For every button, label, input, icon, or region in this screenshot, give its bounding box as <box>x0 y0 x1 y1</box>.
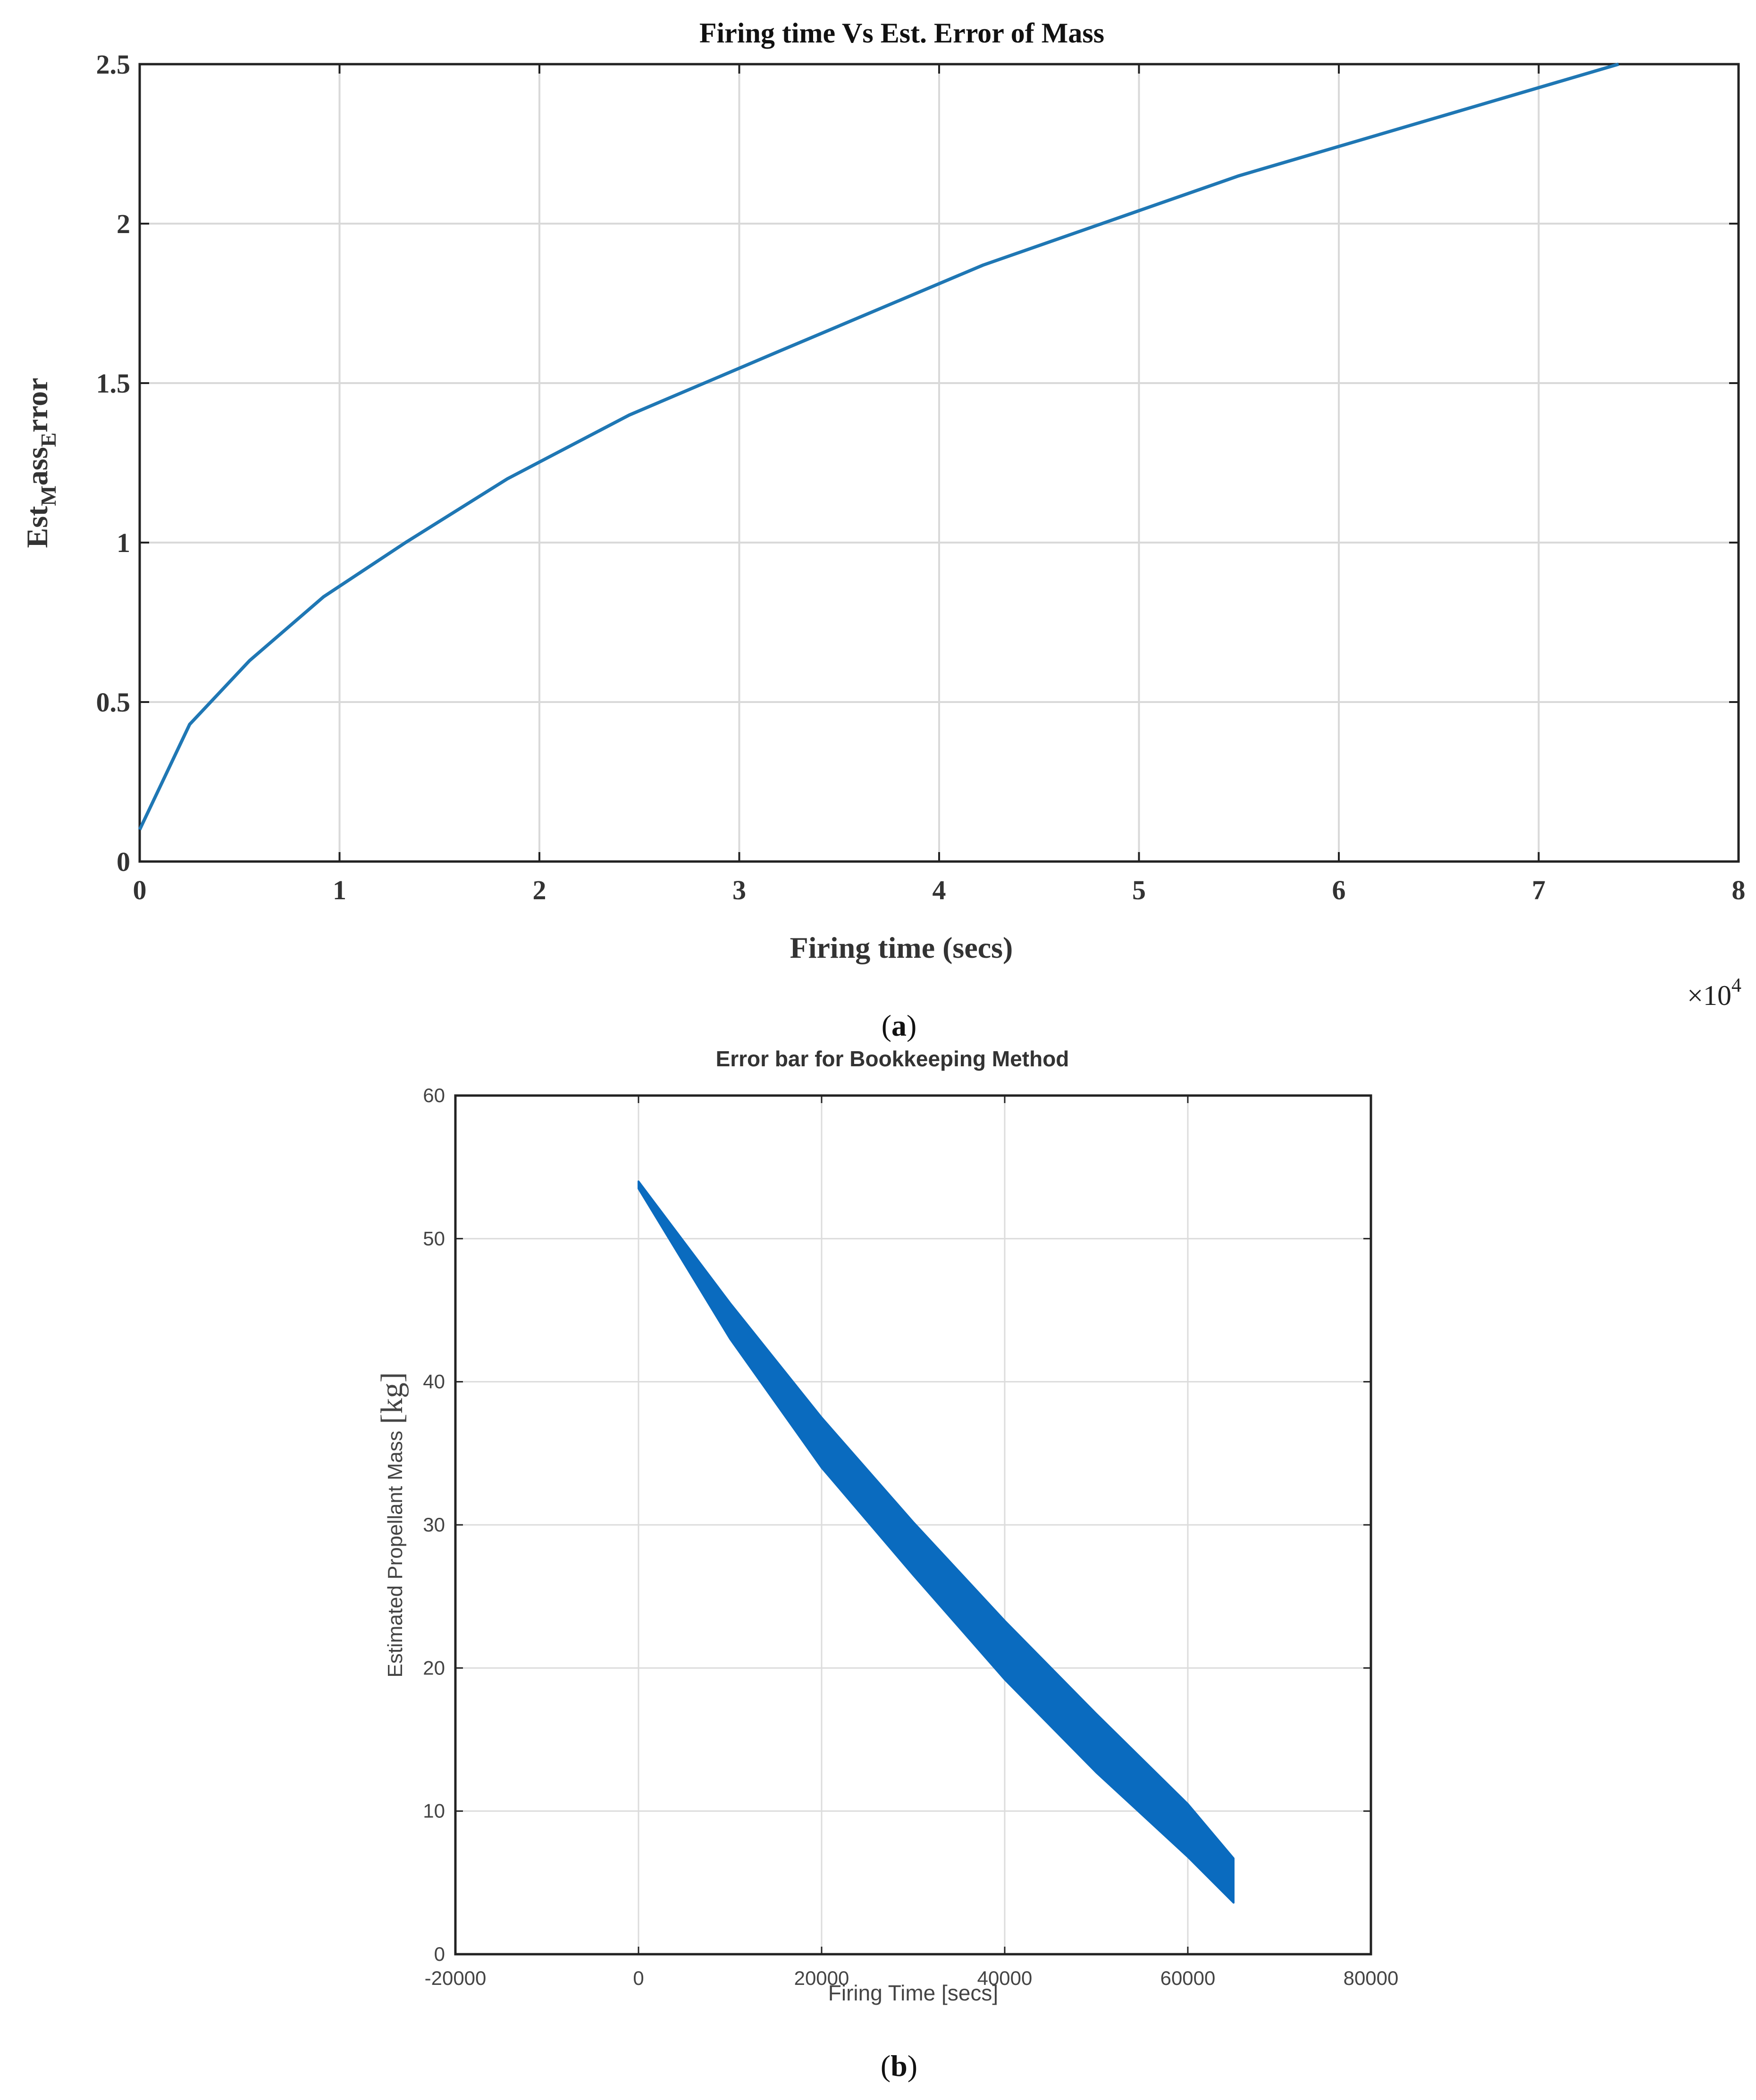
chart-a-title: Firing time Vs Est. Error of Mass <box>699 17 1104 49</box>
chart-a-ylabel: EstMassError <box>20 378 60 548</box>
chart-a-x-ticks: 0 1 2 3 4 5 6 7 8 <box>133 64 1746 905</box>
chart-b-x-tick-label: 80000 <box>1344 1967 1399 1989</box>
chart-a-xlabel: Firing time (secs) <box>790 931 1013 964</box>
panel-a: Firing time Vs Est. Error of Mass 0 1 2 3 4 5… <box>20 17 1746 1042</box>
chart-b-y-tick-label: 60 <box>423 1084 445 1106</box>
chart-a-y-tick-label: 0.5 <box>96 687 131 718</box>
chart-b-x-tick-label: 60000 <box>1160 1967 1216 1989</box>
chart-a-x-tick-label: 6 <box>1332 875 1346 905</box>
chart-a-x-tick-label: 3 <box>732 875 746 905</box>
chart-b-y-tick-label: 50 <box>423 1227 445 1249</box>
chart-a-series <box>138 62 1619 830</box>
chart-b-series <box>638 1180 1235 1904</box>
chart-b-x-tick-label: 20000 <box>794 1967 849 1989</box>
chart-b-x-ticks: -20000 0 20000 40000 60000 80000 <box>425 1096 1399 1989</box>
chart-b-x-tick-label: 40000 <box>977 1967 1033 1989</box>
chart-a-y-tick-label: 1 <box>117 527 130 558</box>
chart-b-x-tick-label: -20000 <box>425 1967 487 1989</box>
chart-a-y-tick-label: 0 <box>117 846 130 877</box>
chart-a-x-tick-label: 4 <box>933 875 946 905</box>
panel-a-label: (a) <box>882 1009 917 1042</box>
chart-b-error-band <box>638 1180 1235 1904</box>
chart-a-y-tick-label: 2 <box>117 209 130 239</box>
chart-a-x-tick-label: 5 <box>1132 875 1146 905</box>
chart-a-x-tick-label: 0 <box>133 875 147 905</box>
chart-b-ylabel: Estimated Propellant Mass[kg] <box>375 1372 409 1677</box>
chart-b-y-tick-label: 0 <box>434 1943 445 1965</box>
chart-b-x-tick-label: 0 <box>633 1967 644 1989</box>
chart-a-x-tick-label: 7 <box>1532 875 1546 905</box>
chart-b-y-ticks: 0 10 20 30 40 50 60 <box>423 1084 1371 1965</box>
chart-a-y-tick-label: 2.5 <box>96 49 131 80</box>
chart-b-xlabel: Firing Time [secs] <box>828 1981 998 2005</box>
chart-b-y-tick-label: 40 <box>423 1371 445 1393</box>
chart-b-y-tick-label: 30 <box>423 1514 445 1536</box>
chart-a-x-tick-label: 8 <box>1732 875 1746 905</box>
chart-b-title: Error bar for Bookkeeping Method <box>716 1046 1069 1071</box>
chart-a-x-tick-label: 2 <box>533 875 546 905</box>
panel-b: Error bar for Bookkeeping Method -20000 0… <box>375 1046 1398 2083</box>
chart-b-y-tick-label: 10 <box>423 1800 445 1822</box>
chart-a-series-line <box>138 62 1619 830</box>
chart-b-y-tick-label: 20 <box>423 1657 445 1679</box>
chart-a-x-multiplier: ×104 <box>1687 975 1741 1011</box>
chart-a-x-tick-label: 1 <box>333 875 346 905</box>
panel-b-label: (b) <box>881 2049 917 2083</box>
chart-a-y-tick-label: 1.5 <box>96 368 131 399</box>
chart-a-y-ticks: 0 0.5 1 1.5 2 2.5 <box>96 49 1739 877</box>
chart-a-grid <box>140 64 1739 862</box>
